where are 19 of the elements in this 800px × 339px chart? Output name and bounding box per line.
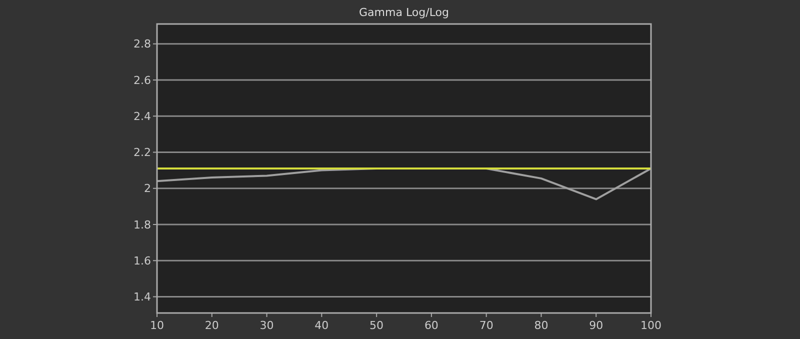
y-tick-label: 2.4 bbox=[134, 110, 151, 123]
x-tick-label: 10 bbox=[150, 319, 164, 332]
x-tick-label: 20 bbox=[204, 319, 219, 332]
y-tick-label: 1.6 bbox=[134, 254, 151, 268]
x-tick-label: 40 bbox=[314, 319, 329, 332]
x-tick-label: 30 bbox=[260, 319, 274, 332]
y-tick-label: 1.4 bbox=[134, 290, 151, 304]
x-tick-label: 80 bbox=[534, 319, 548, 332]
x-tick-label: 60 bbox=[424, 319, 438, 332]
x-tick-label: 50 bbox=[370, 319, 384, 332]
x-tick-label: 70 bbox=[479, 319, 494, 332]
chart-title: Gamma Log/Log bbox=[359, 6, 449, 19]
y-tick-label: 2 bbox=[144, 182, 151, 196]
y-tick-label: 2.8 bbox=[134, 38, 151, 51]
x-tick-label: 90 bbox=[589, 319, 604, 332]
y-tick-label: 2.6 bbox=[134, 74, 151, 87]
x-tick-label: 100 bbox=[640, 319, 662, 332]
y-tick-label: 2.2 bbox=[134, 146, 151, 160]
y-tick-label: 1.8 bbox=[134, 218, 151, 232]
